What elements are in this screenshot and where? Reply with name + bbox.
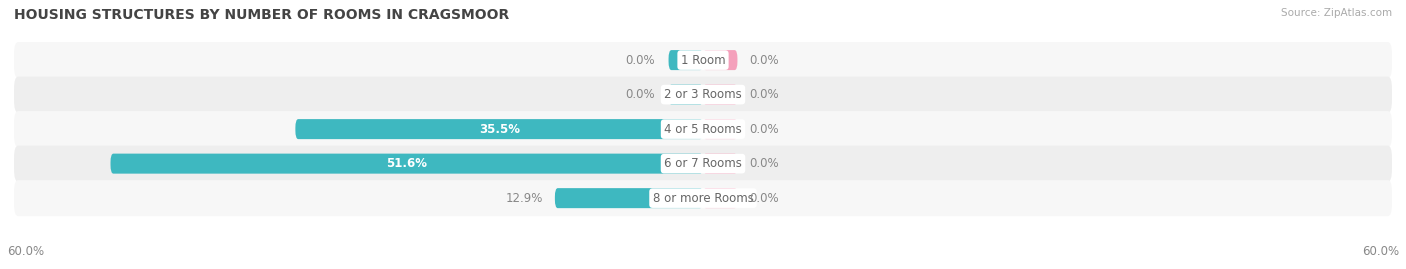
Text: 0.0%: 0.0% xyxy=(749,192,779,205)
FancyBboxPatch shape xyxy=(14,77,1392,113)
FancyBboxPatch shape xyxy=(14,180,1392,216)
Text: 4 or 5 Rooms: 4 or 5 Rooms xyxy=(664,123,742,136)
Text: 0.0%: 0.0% xyxy=(749,54,779,67)
FancyBboxPatch shape xyxy=(14,42,1392,78)
FancyBboxPatch shape xyxy=(669,50,703,70)
FancyBboxPatch shape xyxy=(555,188,703,208)
Text: 35.5%: 35.5% xyxy=(478,123,520,136)
FancyBboxPatch shape xyxy=(703,188,738,208)
Text: 12.9%: 12.9% xyxy=(506,192,543,205)
Text: 0.0%: 0.0% xyxy=(626,88,655,101)
FancyBboxPatch shape xyxy=(295,119,703,139)
Text: 51.6%: 51.6% xyxy=(387,157,427,170)
Text: 0.0%: 0.0% xyxy=(749,88,779,101)
Text: 0.0%: 0.0% xyxy=(749,157,779,170)
Text: 1 Room: 1 Room xyxy=(681,54,725,67)
Text: 6 or 7 Rooms: 6 or 7 Rooms xyxy=(664,157,742,170)
FancyBboxPatch shape xyxy=(669,84,703,105)
Text: 0.0%: 0.0% xyxy=(749,123,779,136)
Text: 60.0%: 60.0% xyxy=(7,245,44,258)
Text: Source: ZipAtlas.com: Source: ZipAtlas.com xyxy=(1281,8,1392,18)
FancyBboxPatch shape xyxy=(703,84,738,105)
Text: HOUSING STRUCTURES BY NUMBER OF ROOMS IN CRAGSMOOR: HOUSING STRUCTURES BY NUMBER OF ROOMS IN… xyxy=(14,8,509,22)
Text: 2 or 3 Rooms: 2 or 3 Rooms xyxy=(664,88,742,101)
FancyBboxPatch shape xyxy=(703,50,738,70)
FancyBboxPatch shape xyxy=(703,119,738,139)
Text: 0.0%: 0.0% xyxy=(626,54,655,67)
FancyBboxPatch shape xyxy=(14,111,1392,147)
Text: 60.0%: 60.0% xyxy=(1362,245,1399,258)
FancyBboxPatch shape xyxy=(111,154,703,174)
FancyBboxPatch shape xyxy=(703,154,738,174)
Text: 8 or more Rooms: 8 or more Rooms xyxy=(652,192,754,205)
FancyBboxPatch shape xyxy=(14,146,1392,182)
